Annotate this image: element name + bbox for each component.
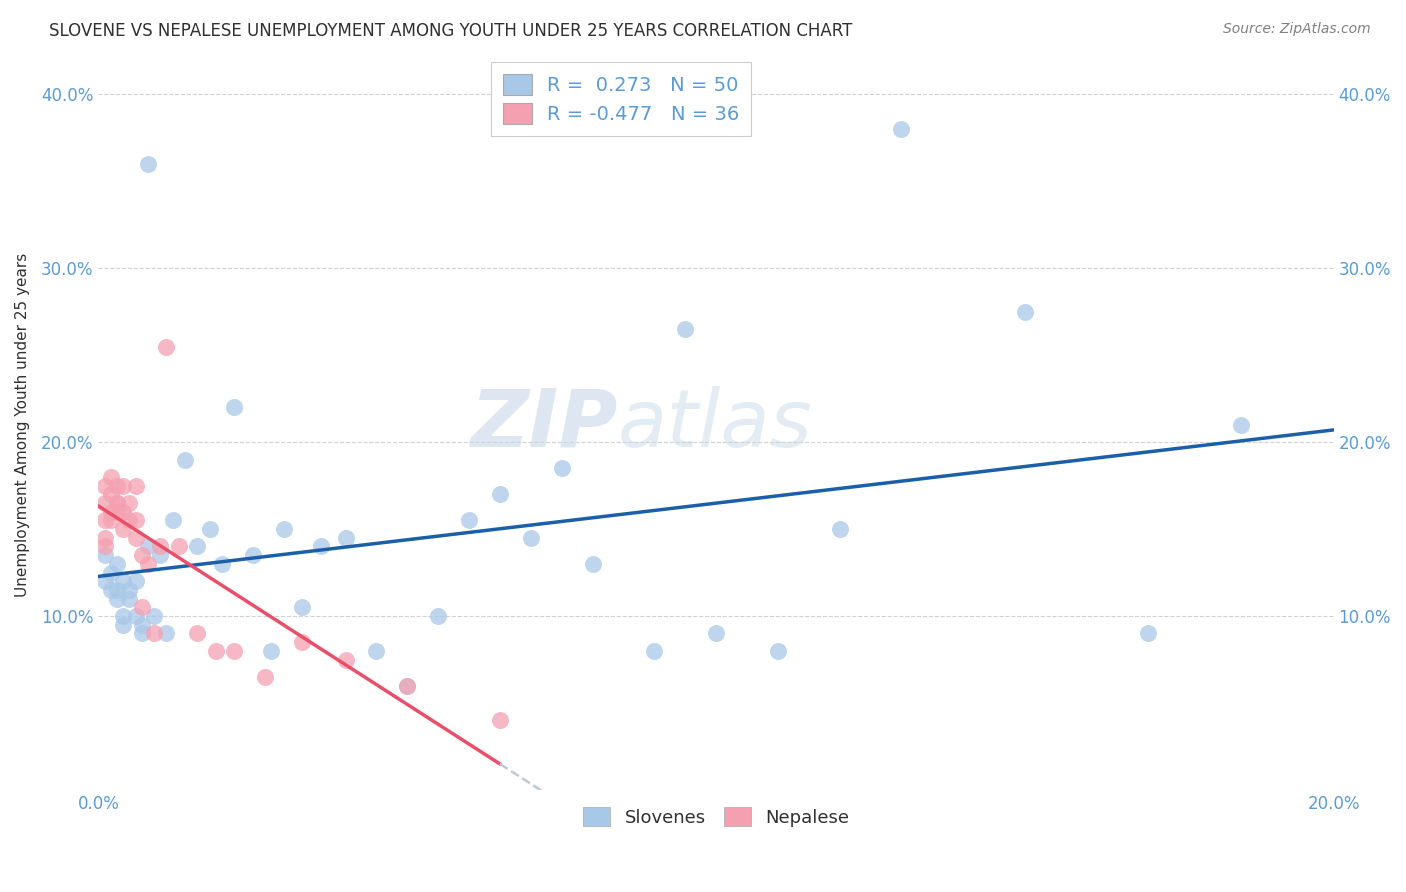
Point: [143, 609, 166, 624]
Point: [211, 557, 233, 571]
Point: [458, 513, 481, 527]
Point: [550, 461, 572, 475]
Point: [1137, 626, 1160, 640]
Point: [100, 582, 122, 597]
Point: [105, 505, 128, 519]
Point: [643, 644, 665, 658]
Point: [112, 522, 135, 536]
Point: [204, 644, 226, 658]
Point: [291, 600, 314, 615]
Point: [124, 478, 146, 492]
Point: [167, 540, 190, 554]
Point: [704, 626, 727, 640]
Point: [105, 496, 128, 510]
Point: [149, 540, 172, 554]
Point: [224, 401, 246, 415]
Point: [309, 540, 332, 554]
Point: [136, 540, 159, 554]
Text: ZIP: ZIP: [470, 385, 617, 464]
Point: [93, 548, 115, 562]
Point: [581, 557, 603, 571]
Point: [186, 626, 208, 640]
Point: [396, 679, 419, 693]
Point: [186, 540, 208, 554]
Point: [273, 522, 295, 536]
Point: [366, 644, 388, 658]
Point: [489, 714, 512, 728]
Point: [105, 582, 128, 597]
Point: [131, 617, 153, 632]
Point: [124, 609, 146, 624]
Point: [131, 548, 153, 562]
Point: [155, 626, 177, 640]
Point: [100, 487, 122, 501]
Point: [254, 670, 277, 684]
Point: [100, 566, 122, 580]
Point: [93, 540, 115, 554]
Point: [105, 591, 128, 606]
Point: [93, 574, 115, 589]
Point: [118, 591, 141, 606]
Point: [291, 635, 314, 649]
Point: [136, 157, 159, 171]
Point: [155, 339, 177, 353]
Point: [520, 531, 543, 545]
Point: [93, 478, 115, 492]
Point: [890, 122, 912, 136]
Point: [112, 574, 135, 589]
Point: [124, 574, 146, 589]
Point: [335, 531, 357, 545]
Point: [100, 513, 122, 527]
Point: [136, 557, 159, 571]
Point: [335, 652, 357, 666]
Point: [112, 478, 135, 492]
Point: [118, 513, 141, 527]
Point: [112, 505, 135, 519]
Text: SLOVENE VS NEPALESE UNEMPLOYMENT AMONG YOUTH UNDER 25 YEARS CORRELATION CHART: SLOVENE VS NEPALESE UNEMPLOYMENT AMONG Y…: [49, 22, 852, 40]
Point: [149, 548, 172, 562]
Point: [489, 487, 512, 501]
Point: [427, 609, 450, 624]
Point: [93, 531, 115, 545]
Point: [93, 513, 115, 527]
Point: [131, 600, 153, 615]
Point: [143, 626, 166, 640]
Point: [112, 609, 135, 624]
Point: [124, 531, 146, 545]
Point: [100, 470, 122, 484]
Point: [105, 557, 128, 571]
Point: [93, 496, 115, 510]
Point: [673, 322, 696, 336]
Point: [131, 626, 153, 640]
Point: [1014, 304, 1036, 318]
Point: [828, 522, 851, 536]
Point: [105, 478, 128, 492]
Point: [242, 548, 264, 562]
Point: [1230, 417, 1253, 432]
Legend: Slovenes, Nepalese: Slovenes, Nepalese: [574, 798, 858, 836]
Point: [198, 522, 221, 536]
Point: [162, 513, 184, 527]
Point: [118, 582, 141, 597]
Point: [105, 496, 128, 510]
Point: [112, 617, 135, 632]
Point: [396, 679, 419, 693]
Point: [100, 505, 122, 519]
Point: [118, 496, 141, 510]
Point: [224, 644, 246, 658]
Point: [174, 452, 197, 467]
Y-axis label: Unemployment Among Youth under 25 years: Unemployment Among Youth under 25 years: [15, 252, 30, 597]
Text: atlas: atlas: [617, 385, 813, 464]
Point: [260, 644, 283, 658]
Text: Source: ZipAtlas.com: Source: ZipAtlas.com: [1223, 22, 1371, 37]
Point: [124, 513, 146, 527]
Point: [766, 644, 789, 658]
